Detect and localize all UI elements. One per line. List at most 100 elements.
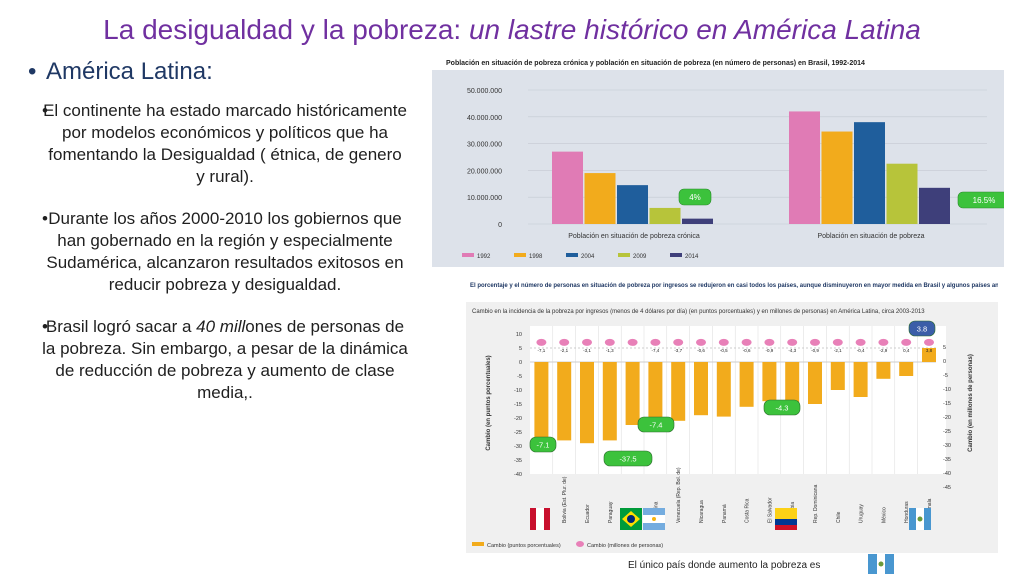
chart2-ytick-left: -25 bbox=[514, 430, 522, 436]
colombia-flag-icon bbox=[775, 508, 797, 530]
chart2-bar bbox=[739, 362, 754, 407]
brazil-flag-icon bbox=[620, 508, 642, 530]
chart2-data-label: -0,4 bbox=[857, 348, 865, 353]
chart2-bubble bbox=[718, 338, 729, 346]
title-italic: un lastre histórico en América Latina bbox=[468, 14, 921, 45]
chart2-category-label: El Salvador bbox=[767, 497, 773, 523]
chart2-data-label: -0,6 bbox=[743, 348, 751, 353]
chart1-bar bbox=[919, 187, 950, 224]
chart2-bar bbox=[808, 362, 822, 404]
chart2-bubble bbox=[582, 338, 592, 346]
chart2-bar bbox=[785, 362, 800, 407]
chart2-bar bbox=[671, 362, 686, 421]
chart2-ytick-right: 0 bbox=[943, 359, 946, 365]
chart2-bubble bbox=[673, 338, 684, 346]
chart2-bar bbox=[853, 362, 868, 397]
chart1-legend-label: 2014 bbox=[685, 254, 699, 260]
chart1-bar bbox=[789, 111, 820, 224]
chart2-data-label: -0,6 bbox=[697, 348, 705, 353]
chart2-title: El porcentaje y el número de personas en… bbox=[470, 283, 998, 289]
chart2-bar bbox=[899, 362, 914, 376]
chart1-legend-label: 1992 bbox=[477, 254, 491, 260]
chart1-legend-swatch bbox=[462, 253, 474, 257]
chart1-title-band bbox=[432, 52, 1004, 70]
chart2-bubble bbox=[764, 338, 775, 346]
chart2-ytick-right: -5 bbox=[943, 373, 948, 379]
chart2-callout-label: -37.5 bbox=[619, 455, 636, 464]
chart1-category-label: Población en situación de pobreza crónic… bbox=[568, 233, 700, 240]
brazil-poverty-chart: Población en situación de pobreza crónic… bbox=[432, 52, 1011, 267]
chart2-data-label: -7,4 bbox=[652, 348, 660, 353]
chart2-callout-label: -7.4 bbox=[650, 421, 663, 430]
chart2-callout bbox=[908, 320, 936, 337]
chart2-bubble bbox=[559, 338, 570, 346]
chart2-bar bbox=[580, 362, 594, 444]
chart1-bar bbox=[682, 218, 713, 224]
chart1-category-label: Población en situación de pobreza bbox=[817, 233, 924, 240]
chart2-bar bbox=[876, 362, 891, 379]
chart2-bar bbox=[830, 362, 845, 390]
footnote: El único país donde aumento la pobreza e… bbox=[628, 560, 821, 571]
chart2-bar bbox=[625, 362, 640, 425]
chart2-bubble bbox=[627, 338, 638, 346]
chart2-category-label: Honduras bbox=[904, 501, 910, 523]
argentina-flag-icon bbox=[643, 508, 665, 530]
chart2-legend-swatch bbox=[576, 541, 584, 547]
chart1-ytick: 10.000.000 bbox=[467, 195, 502, 202]
chart2-bar bbox=[602, 362, 617, 441]
chart2-bar bbox=[648, 362, 663, 427]
chart2-bubble bbox=[696, 338, 706, 346]
chart2-ytick-right: -25 bbox=[943, 429, 951, 435]
chart2-ytick-left: -20 bbox=[514, 416, 522, 422]
chart2-bubble bbox=[855, 338, 866, 346]
chart1-bar bbox=[649, 207, 681, 224]
chart2-ytick-left: -15 bbox=[514, 402, 522, 408]
chart2-ytick-right: -20 bbox=[943, 415, 951, 421]
chart1-ytick: 40.000.000 bbox=[467, 115, 502, 122]
chart2-data-label: -2,9 bbox=[880, 348, 888, 353]
chart2-data-label: -0,5 bbox=[720, 348, 728, 353]
chart2-subtitle: Cambio en la incidencia de la pobreza po… bbox=[472, 309, 925, 315]
chart2-bubble bbox=[536, 338, 547, 346]
chart2-category-label: Nicaragua bbox=[699, 500, 705, 523]
chart2-category-label: Panamá bbox=[722, 504, 728, 523]
bullet-list: • América Latina: • El continente ha estad… bbox=[28, 58, 408, 424]
chart2-data-label: -3,1 bbox=[583, 348, 591, 353]
chart2-category-label: Bolivia (Est. Plur. de) bbox=[562, 476, 568, 523]
chart2-bubble bbox=[878, 338, 889, 346]
chart2-callout bbox=[603, 450, 653, 467]
chart2-callout-label: -7.1 bbox=[537, 441, 550, 450]
chart2-callout-label: -4.3 bbox=[776, 404, 789, 413]
guatemala-flag-icon bbox=[868, 554, 894, 574]
chart2-data-label: 3,8 bbox=[926, 348, 933, 353]
peru-flag-icon bbox=[530, 508, 550, 530]
chart2-ytick-left: -10 bbox=[514, 388, 522, 394]
chart2-bubble bbox=[810, 338, 820, 346]
chart2-ytick-left: -5 bbox=[517, 374, 522, 380]
chart2-bar bbox=[716, 362, 731, 417]
chart2-category-label: Venezuela (Rep. Bol. de) bbox=[676, 467, 682, 523]
chart2-category-label: Ecuador bbox=[585, 504, 591, 523]
bullet-3-pre: Brasil logró sacar a bbox=[45, 317, 197, 336]
chart1-legend-swatch bbox=[514, 253, 526, 257]
chart2-data-label: -0,9 bbox=[766, 348, 774, 353]
chart2-ytick-left: -40 bbox=[514, 472, 522, 478]
chart2-data-label: -2,1 bbox=[834, 348, 842, 353]
chart2-category-label: Uruguay bbox=[859, 504, 865, 523]
chart2-ylabel-right: Cambio (en millones de personas) bbox=[968, 354, 974, 452]
chart2-callout bbox=[763, 399, 801, 416]
chart2-data-label: -7,1 bbox=[538, 348, 546, 353]
chart2-bar bbox=[694, 362, 708, 416]
chart2-title-band bbox=[466, 278, 998, 302]
chart2-ytick-right: -15 bbox=[943, 401, 951, 407]
chart2-ylabel-left: Cambio (en puntos porcentuales) bbox=[486, 355, 492, 450]
chart1-bar bbox=[584, 173, 616, 224]
chart1-title: Población en situación de pobreza crónic… bbox=[446, 60, 865, 67]
chart2-callout bbox=[637, 416, 675, 433]
chart2-bar bbox=[557, 362, 572, 441]
slide-title: La desigualdad y la pobreza: un lastre h… bbox=[0, 14, 1024, 46]
chart2-data-label: -2,1 bbox=[560, 348, 568, 353]
chart2-category-label: Rep. Dominicana bbox=[813, 484, 819, 523]
chart2-bubble bbox=[787, 338, 798, 346]
chart1-ytick: 20.000.000 bbox=[467, 168, 502, 175]
